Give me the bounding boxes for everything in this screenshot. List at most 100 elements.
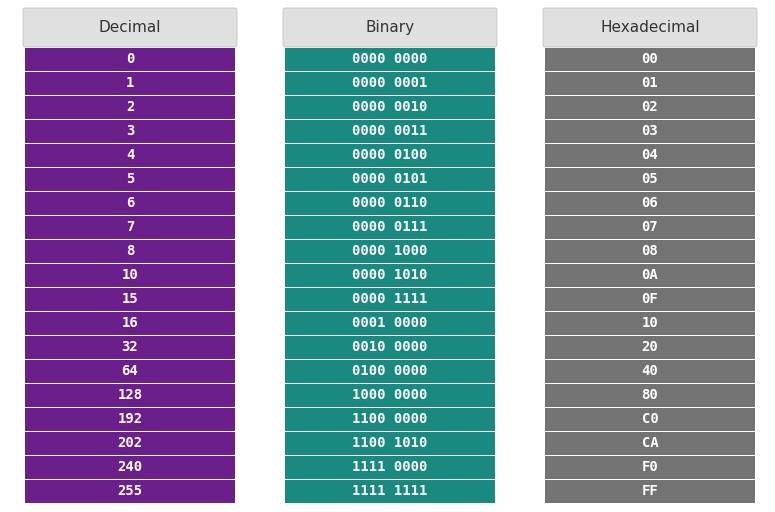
Text: 0100 0000: 0100 0000 xyxy=(353,364,428,378)
Text: 4: 4 xyxy=(126,148,134,162)
Text: 0000 0001: 0000 0001 xyxy=(353,76,428,90)
Bar xyxy=(25,432,235,455)
Text: 8: 8 xyxy=(126,244,134,258)
Bar xyxy=(285,143,495,166)
Bar xyxy=(545,264,755,287)
Text: 03: 03 xyxy=(642,124,659,138)
Bar xyxy=(545,216,755,239)
Text: 10: 10 xyxy=(642,316,659,330)
Bar xyxy=(285,96,495,118)
Bar xyxy=(25,167,235,190)
Text: 64: 64 xyxy=(122,364,139,378)
Bar xyxy=(285,480,495,502)
Text: 1100 0000: 1100 0000 xyxy=(353,412,428,426)
Bar xyxy=(545,143,755,166)
Bar xyxy=(285,216,495,239)
Text: 0000 1010: 0000 1010 xyxy=(353,268,428,282)
Bar xyxy=(285,191,495,215)
Text: 0000 1111: 0000 1111 xyxy=(353,292,428,306)
Text: 6: 6 xyxy=(126,196,134,210)
Bar xyxy=(25,143,235,166)
Bar xyxy=(545,240,755,263)
Bar xyxy=(25,216,235,239)
Bar xyxy=(545,432,755,455)
Bar xyxy=(25,96,235,118)
Text: 0: 0 xyxy=(126,52,134,66)
Text: 192: 192 xyxy=(118,412,143,426)
Text: 0A: 0A xyxy=(642,268,659,282)
Text: 128: 128 xyxy=(118,388,143,402)
Text: 0000 1000: 0000 1000 xyxy=(353,244,428,258)
Bar xyxy=(545,96,755,118)
Bar xyxy=(25,311,235,334)
Text: 40: 40 xyxy=(642,364,659,378)
Text: 32: 32 xyxy=(122,340,139,354)
Text: 0010 0000: 0010 0000 xyxy=(353,340,428,354)
Text: 255: 255 xyxy=(118,484,143,498)
Bar xyxy=(545,167,755,190)
Text: 1000 0000: 1000 0000 xyxy=(353,388,428,402)
FancyBboxPatch shape xyxy=(543,8,757,47)
Text: 0000 0101: 0000 0101 xyxy=(353,172,428,186)
Text: 0000 0011: 0000 0011 xyxy=(353,124,428,138)
Bar xyxy=(25,288,235,310)
Text: F0: F0 xyxy=(642,460,659,474)
Bar xyxy=(545,335,755,358)
Bar xyxy=(25,456,235,479)
Bar xyxy=(545,191,755,215)
Text: 07: 07 xyxy=(642,220,659,234)
Bar xyxy=(285,48,495,71)
Text: 00: 00 xyxy=(642,52,659,66)
Text: 1100 1010: 1100 1010 xyxy=(353,436,428,450)
FancyBboxPatch shape xyxy=(283,8,497,47)
Text: C0: C0 xyxy=(642,412,659,426)
Bar xyxy=(285,264,495,287)
Text: 7: 7 xyxy=(126,220,134,234)
Text: 0001 0000: 0001 0000 xyxy=(353,316,428,330)
Bar xyxy=(25,480,235,502)
Bar xyxy=(545,359,755,382)
Bar xyxy=(285,335,495,358)
Bar xyxy=(285,359,495,382)
Text: 0000 0000: 0000 0000 xyxy=(353,52,428,66)
Text: 02: 02 xyxy=(642,100,659,114)
Text: 04: 04 xyxy=(642,148,659,162)
Bar xyxy=(545,288,755,310)
Text: 15: 15 xyxy=(122,292,139,306)
Bar xyxy=(285,311,495,334)
Bar xyxy=(25,48,235,71)
Bar xyxy=(545,119,755,142)
Bar xyxy=(285,408,495,431)
Bar xyxy=(25,240,235,263)
Bar xyxy=(25,335,235,358)
Bar xyxy=(25,408,235,431)
Text: 20: 20 xyxy=(642,340,659,354)
Bar xyxy=(285,167,495,190)
Text: 08: 08 xyxy=(642,244,659,258)
Text: 80: 80 xyxy=(642,388,659,402)
Bar xyxy=(25,264,235,287)
Text: 240: 240 xyxy=(118,460,143,474)
Bar xyxy=(25,191,235,215)
Bar xyxy=(25,383,235,407)
Bar xyxy=(545,480,755,502)
Bar xyxy=(545,383,755,407)
Text: 0F: 0F xyxy=(642,292,659,306)
Bar xyxy=(25,359,235,382)
Text: CA: CA xyxy=(642,436,659,450)
Bar xyxy=(545,408,755,431)
Bar xyxy=(545,456,755,479)
Bar xyxy=(285,288,495,310)
Text: 1: 1 xyxy=(126,76,134,90)
Text: 16: 16 xyxy=(122,316,139,330)
Text: Decimal: Decimal xyxy=(98,20,161,35)
Text: 0000 0110: 0000 0110 xyxy=(353,196,428,210)
Text: 01: 01 xyxy=(642,76,659,90)
Text: Binary: Binary xyxy=(366,20,415,35)
Bar xyxy=(285,432,495,455)
Bar xyxy=(285,456,495,479)
Text: 10: 10 xyxy=(122,268,139,282)
Text: 05: 05 xyxy=(642,172,659,186)
Bar xyxy=(25,119,235,142)
Text: 1111 0000: 1111 0000 xyxy=(353,460,428,474)
